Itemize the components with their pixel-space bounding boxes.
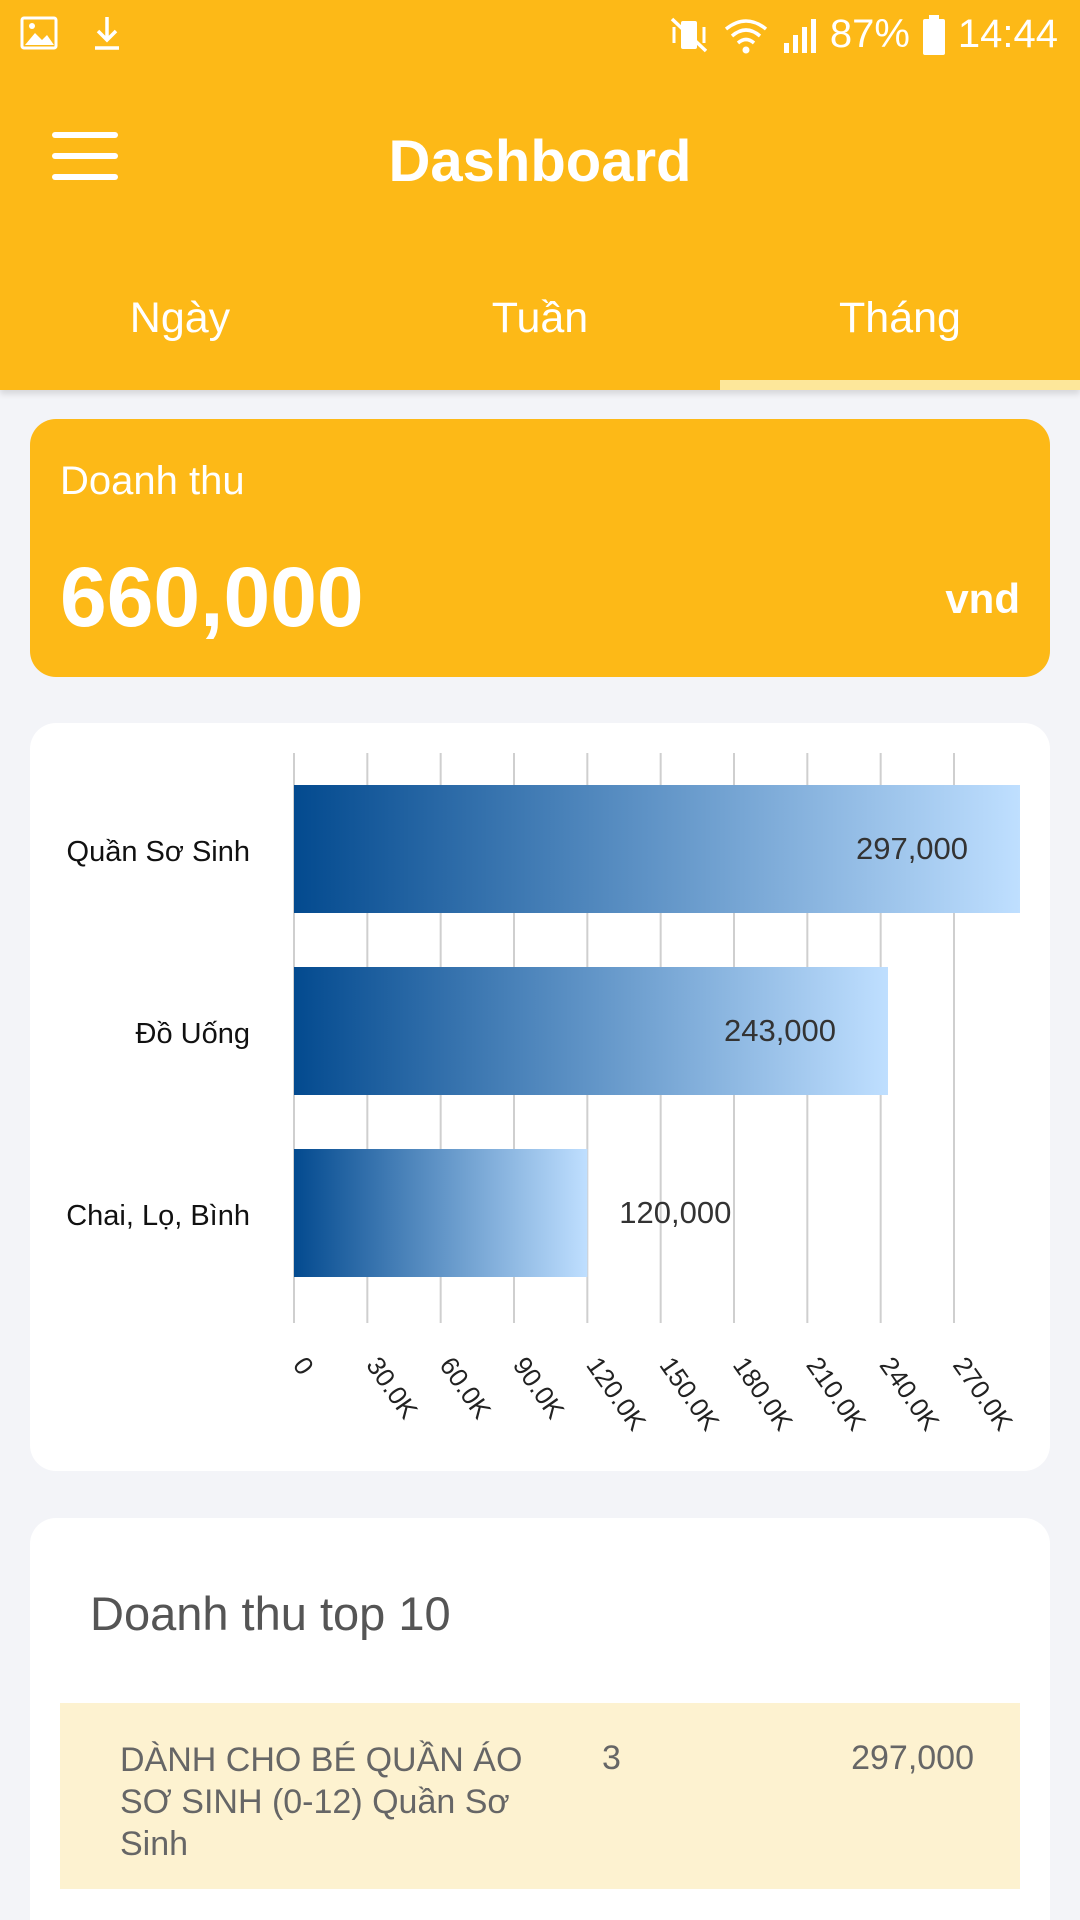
period-tabs: Ngày Tuần Tháng bbox=[0, 280, 1080, 390]
top10-title: Doanh thu top 10 bbox=[90, 1587, 451, 1640]
revenue-unit: vnd bbox=[945, 575, 1020, 622]
clock: 14:44 bbox=[957, 12, 1058, 56]
category-revenue-chart-card: 0 30.0K 60.0K 90.0K 120.0K 150.0K 180.0K 210.0K… bbox=[30, 723, 1050, 1471]
table-row[interactable]: DÀNH CHO BÉ QUẦN ÁO SƠ SINH (0-12) Quần … bbox=[60, 1703, 1020, 1889]
tab-day[interactable]: Ngày bbox=[129, 294, 231, 342]
chart-bar[interactable] bbox=[294, 785, 1020, 913]
hamburger-menu-icon[interactable] bbox=[52, 132, 118, 180]
battery-percent: 87% bbox=[829, 12, 910, 56]
chart-category-label: Đồ Uống bbox=[136, 1018, 250, 1050]
top10-revenue-card: Doanh thu top 10 DÀNH CHO BÉ QUẦN ÁO SƠ … bbox=[30, 1518, 1050, 1920]
category-revenue-chart: 0 30.0K 60.0K 90.0K 120.0K 150.0K 180.0K 210.0K… bbox=[66, 753, 1020, 1436]
battery-icon bbox=[922, 14, 946, 56]
chart-x-tick-label: 0 bbox=[287, 1351, 320, 1380]
vibrate-mute-icon bbox=[668, 15, 710, 55]
revenue-label: Doanh thu bbox=[60, 459, 245, 503]
revenue-card: Doanh thu 660,000 vnd bbox=[30, 419, 1050, 677]
wifi-icon bbox=[722, 15, 770, 55]
chart-bar[interactable] bbox=[294, 967, 888, 1095]
chart-category-label: Quần Sơ Sinh bbox=[67, 836, 250, 868]
status-bar: 87% 14:44 bbox=[0, 0, 1080, 75]
page-title: Dashboard bbox=[388, 129, 692, 194]
chart-value-label: 120,000 bbox=[619, 1195, 731, 1230]
chart-bar[interactable] bbox=[294, 1149, 588, 1277]
chart-x-tick-label: 180.0K bbox=[727, 1351, 799, 1436]
tab-month[interactable]: Tháng bbox=[720, 280, 1080, 390]
product-name: DÀNH CHO BÉ QUẦN ÁO SƠ SINH (0-12) Quần … bbox=[120, 1741, 523, 1863]
chart-x-tick-label: 30.0K bbox=[360, 1351, 424, 1424]
signal-icon bbox=[782, 15, 818, 55]
download-icon bbox=[92, 14, 122, 52]
image-icon bbox=[20, 14, 58, 52]
chart-value-label: 243,000 bbox=[724, 1013, 836, 1048]
chart-x-tick-label: 150.0K bbox=[654, 1351, 726, 1436]
chart-x-tick-label: 90.0K bbox=[507, 1351, 571, 1424]
chart-value-label: 297,000 bbox=[856, 831, 968, 866]
revenue-amount: 660,000 bbox=[60, 550, 364, 644]
app-bar: 87% 14:44 Dashboard Ngày Tuần Tháng bbox=[0, 0, 1080, 390]
chart-x-tick-label: 120.0K bbox=[580, 1351, 652, 1436]
chart-x-tick-label: 60.0K bbox=[434, 1351, 498, 1424]
chart-x-tick-label: 270.0K bbox=[947, 1351, 1019, 1436]
chart-category-label: Chai, Lọ, Bình bbox=[66, 1200, 250, 1232]
chart-x-tick-label: 210.0K bbox=[800, 1351, 872, 1436]
product-amount: 297,000 bbox=[851, 1739, 974, 1777]
tab-week[interactable]: Tuần bbox=[491, 294, 589, 342]
chart-x-tick-label: 240.0K bbox=[874, 1351, 946, 1436]
product-quantity: 3 bbox=[602, 1739, 621, 1777]
